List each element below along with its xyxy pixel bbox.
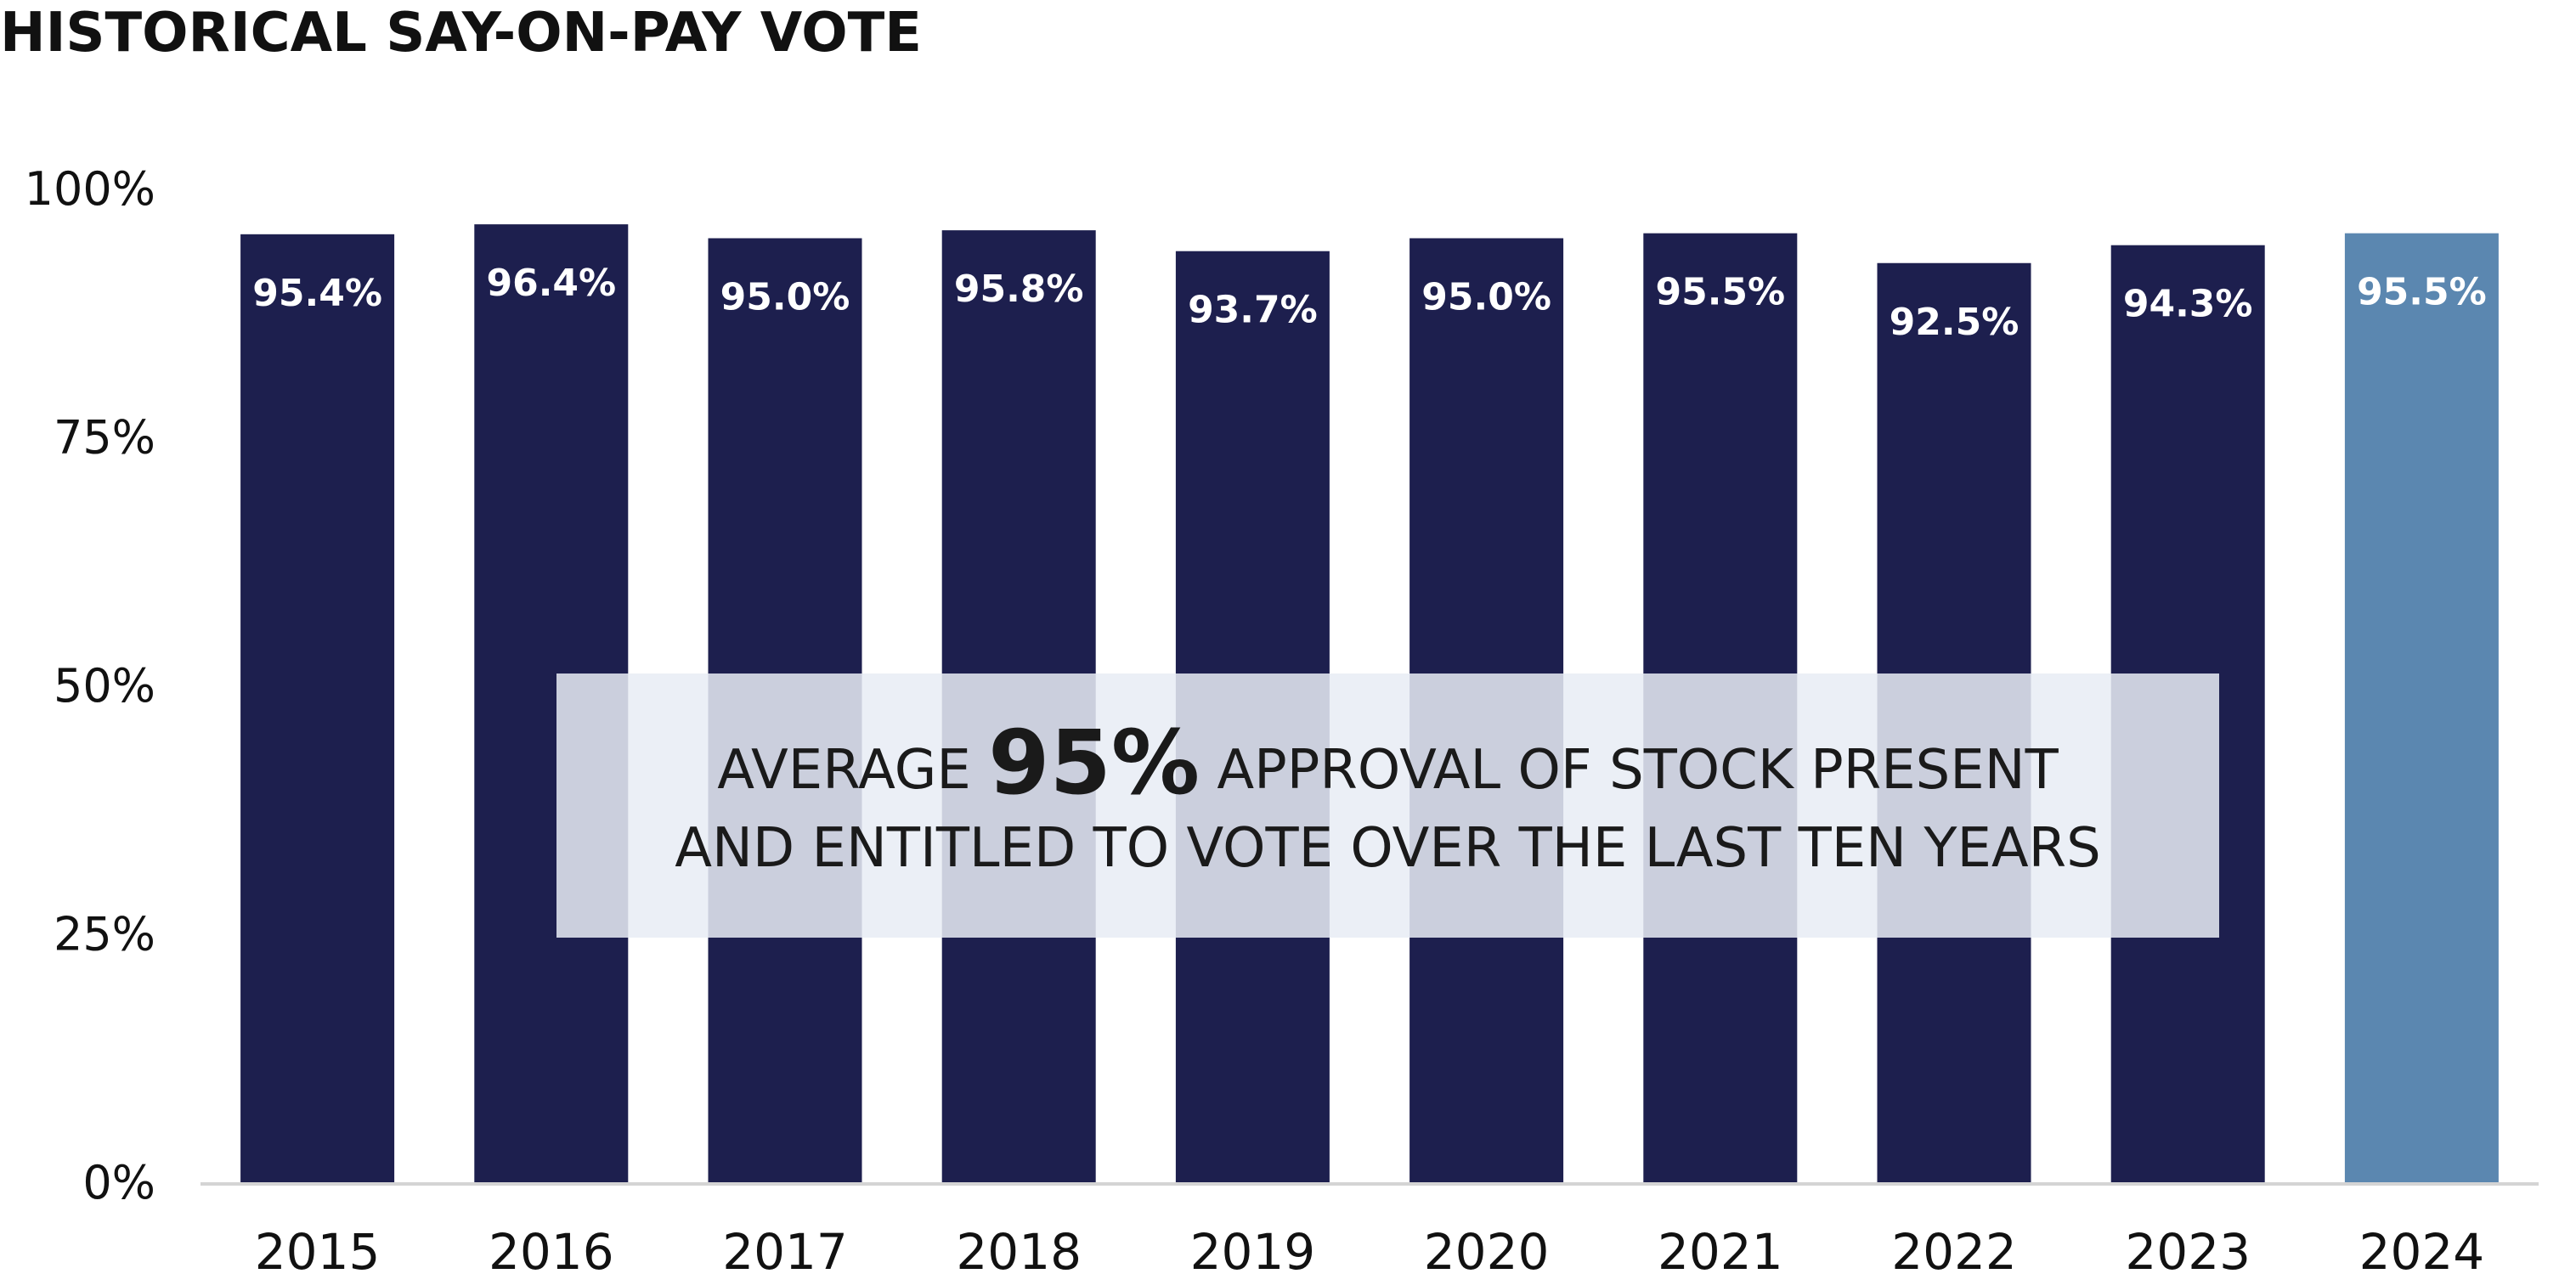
- bar-value-labels: 95.4% 96.4% 95.0% 95.8% 93.7% 95.0% 95.5% 92.5%…: [252, 262, 2486, 344]
- x-tick-label-2021: 2021: [1658, 1223, 1783, 1281]
- x-tick-label-2015: 2015: [255, 1223, 381, 1281]
- callout-line-1: AVERAGE 95% APPROVAL OF STOCK PRESENT: [717, 719, 2059, 809]
- x-tick-label-2024: 2024: [2359, 1223, 2485, 1281]
- x-tick-label-2019: 2019: [1190, 1223, 1316, 1281]
- average-approval-callout: AVERAGE 95% APPROVAL OF STOCK PRESENT AN…: [556, 673, 2219, 938]
- bar-value-label-2022: 92.5%: [1890, 301, 2020, 344]
- bar-2024: [2344, 233, 2499, 1182]
- x-tick-label-2018: 2018: [956, 1223, 1082, 1281]
- bar-value-label-2023: 94.3%: [2123, 283, 2253, 326]
- x-tick-label-2016: 2016: [489, 1223, 614, 1281]
- y-tick-label: 25%: [54, 908, 155, 961]
- y-tick-label: 100%: [25, 162, 155, 216]
- x-tick-label-2017: 2017: [722, 1223, 848, 1281]
- y-tick-label: 50%: [54, 659, 155, 713]
- bar-value-label-2018: 95.8%: [954, 268, 1084, 311]
- bar-value-label-2017: 95.0%: [720, 276, 850, 319]
- bar-value-label-2020: 95.0%: [1421, 276, 1551, 319]
- callout-line-2: AND ENTITLED TO VOTE OVER THE LAST TEN Y…: [675, 817, 2101, 880]
- y-axis-ticks: 0% 25% 50% 75% 100%: [25, 162, 155, 1209]
- chart-title: HISTORICAL SAY-ON-PAY VOTE: [0, 2, 922, 65]
- bar-value-label-2016: 96.4%: [486, 262, 616, 305]
- bar-value-label-2024: 95.5%: [2357, 271, 2487, 314]
- bar-value-label-2019: 93.7%: [1188, 289, 1318, 332]
- callout-prefix: AVERAGE: [717, 739, 989, 802]
- bar-2015: [240, 234, 395, 1182]
- x-tick-label-2022: 2022: [1891, 1223, 2017, 1281]
- y-tick-label: 0%: [82, 1156, 155, 1209]
- bar-value-label-2021: 95.5%: [1655, 271, 1785, 314]
- x-axis-ticks: 2015 2016 2017 2018 2019 2020 2021 2022 2023 2024: [255, 1223, 2484, 1281]
- x-tick-label-2020: 2020: [1424, 1223, 1550, 1281]
- x-tick-label-2023: 2023: [2125, 1223, 2251, 1281]
- callout-suffix: APPROVAL OF STOCK PRESENT: [1200, 739, 2059, 802]
- callout-average-value: 95%: [988, 711, 1200, 814]
- bar-value-label-2015: 95.4%: [252, 272, 382, 315]
- y-tick-label: 75%: [54, 411, 155, 465]
